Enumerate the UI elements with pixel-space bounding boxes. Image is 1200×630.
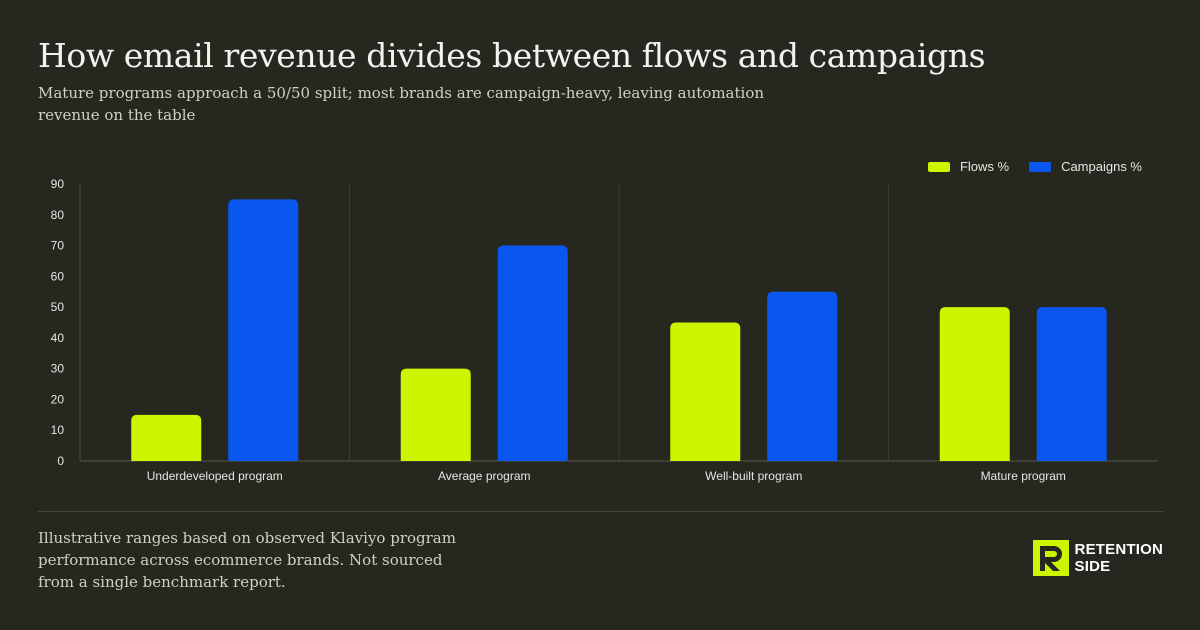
x-tick-label: Well-built program [705, 469, 802, 483]
y-tick-label: 30 [51, 362, 65, 376]
footnote: Illustrative ranges based on observed Kl… [38, 529, 456, 591]
y-tick-label: 10 [51, 423, 65, 437]
bar-flows [400, 368, 471, 461]
bar-campaigns [1036, 307, 1107, 461]
x-tick-label: Underdeveloped program [147, 469, 283, 483]
retention-side-logo-icon [1032, 540, 1069, 576]
y-tick-label: 90 [51, 177, 65, 191]
brand-wordmark: RETENTION SIDE [1075, 541, 1163, 575]
legend-item-flows: Flows % [927, 159, 1010, 174]
chart-legend: Flows % Campaigns % [927, 159, 1142, 174]
legend-item-campaigns: Campaigns % [1029, 159, 1142, 174]
y-tick-label: 0 [57, 454, 64, 468]
y-tick-label: 50 [51, 300, 65, 314]
bar-campaigns [497, 245, 568, 461]
y-tick-label: 20 [51, 392, 65, 406]
legend-label-campaigns: Campaigns % [1061, 159, 1142, 174]
footer-divider [38, 511, 1163, 512]
brand-line-2: SIDE [1074, 558, 1111, 575]
brand-logo: RETENTION SIDE [1032, 540, 1163, 576]
bar-flows [670, 322, 741, 461]
legend-swatch-campaigns [1029, 161, 1052, 172]
bar-campaigns [767, 291, 838, 461]
bar-chart: 0 10 20 30 40 50 60 70 80 90 Underdeveloped progra… [51, 177, 1158, 483]
bar-flows [131, 414, 202, 461]
bar-campaigns [228, 199, 299, 461]
bar-flows [939, 307, 1010, 461]
chart-title: How email revenue divides between flows … [38, 36, 986, 75]
y-tick-label: 80 [51, 208, 65, 222]
x-tick-label: Average program [438, 469, 531, 483]
legend-label-flows: Flows % [959, 159, 1010, 174]
brand-line-1: RETENTION [1074, 541, 1163, 558]
y-tick-label: 60 [51, 269, 65, 283]
legend-swatch-flows [927, 161, 950, 172]
y-tick-label: 40 [51, 331, 65, 345]
x-tick-label: Mature program [981, 469, 1066, 483]
y-tick-label: 70 [51, 239, 65, 253]
chart-subtitle: Mature programs approach a 50/50 split; … [38, 84, 765, 124]
